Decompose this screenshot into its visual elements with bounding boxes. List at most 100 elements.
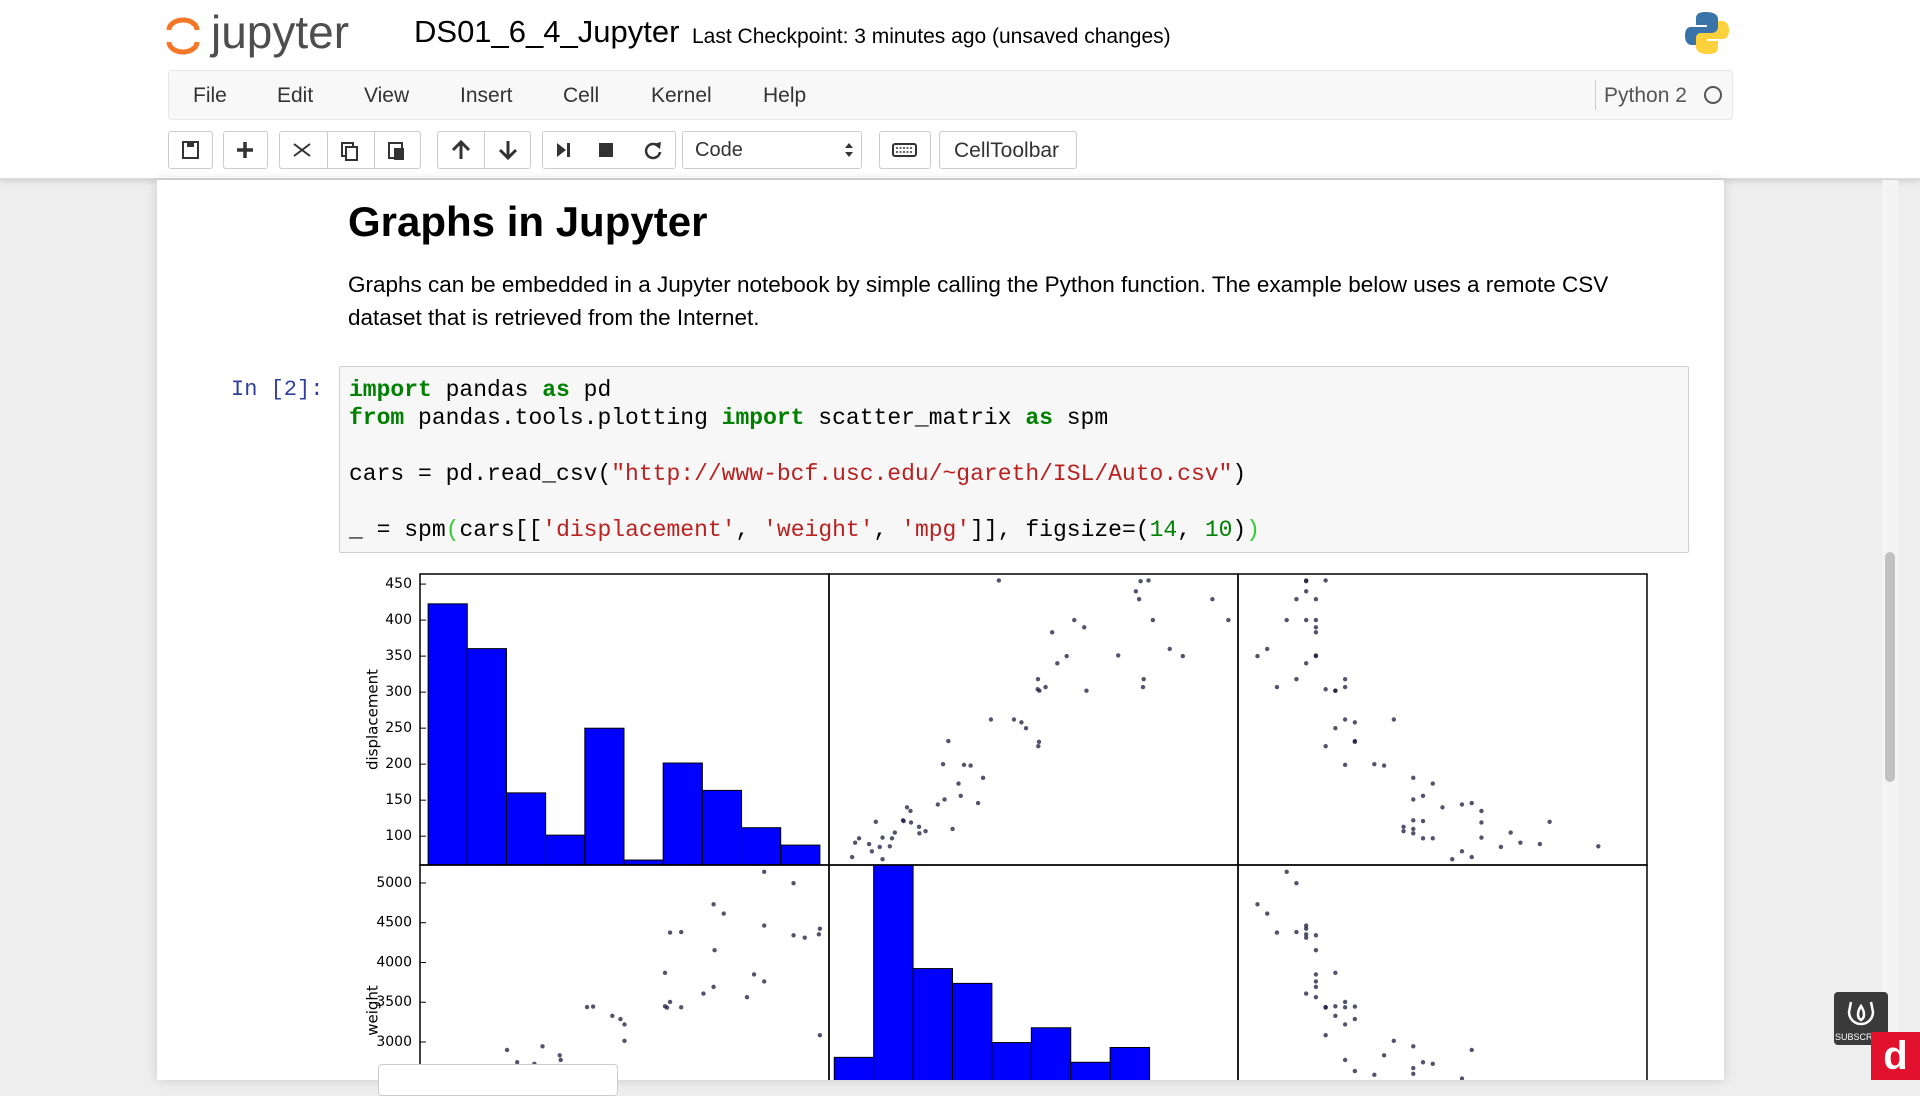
scatter-point [923,828,928,834]
logo-text: jupyter [209,10,349,58]
menu-item[interactable]: Kernel [651,84,712,107]
panel-frame [828,573,1239,866]
scatter-point [1265,646,1270,652]
icon [557,142,662,160]
code-token: pandas [431,377,543,403]
scatter-point [1459,1076,1465,1080]
scatter-point [1084,688,1089,693]
code-token: 'weight' [763,517,874,543]
keyboard-button[interactable] [879,131,931,169]
code-token: 14 [1149,517,1178,543]
scrollbar-thumb[interactable] [1885,552,1895,782]
code-token: , [1177,517,1205,543]
scatter-point [1547,819,1552,824]
scatter-point [1411,818,1416,823]
scatter-point [935,802,941,807]
code-token: pandas.tools.plotting [404,405,722,431]
y-tick-label: 350 [385,648,412,664]
scrollbar[interactable] [1882,180,1898,1080]
run-buttons[interactable] [542,131,676,169]
scatter-point [751,972,757,977]
scatter-point [540,1044,545,1049]
scatter-point [1072,617,1077,623]
y-tick-label: 250 [385,720,412,736]
scatter-point [1303,578,1309,583]
separator [1595,80,1596,110]
logo: jupyter [166,10,349,58]
scatter-point [1518,840,1523,845]
scatter-point [1043,684,1048,690]
icon-shape [498,141,518,161]
scatter-point [1255,902,1260,907]
scatter-point [1469,800,1474,806]
scatter-point [1133,589,1139,594]
panel [468,869,823,1080]
scatter-point [678,1005,684,1010]
save-button[interactable] [168,131,213,169]
scatter-point [678,929,684,935]
insert-button[interactable] [223,131,268,169]
scatter-point [1352,1068,1358,1074]
notebook-name[interactable]: DS01_6_4_Jupyter [414,14,680,49]
histogram-bar [833,1056,875,1080]
scatter-point [1116,653,1121,658]
scatter-point [1303,589,1309,594]
panel [1255,578,1601,862]
scatter-point [1342,999,1348,1005]
panel [833,865,1151,1080]
histogram-bar [873,865,914,1080]
icon-shape [653,142,661,149]
cell-type-select[interactable]: Code [682,131,862,169]
scatter-point [662,1004,668,1009]
scatter-point [980,775,986,781]
menu-item[interactable]: View [364,84,410,107]
menubar [168,70,1733,120]
move-buttons[interactable] [437,131,531,169]
scatter-point [1303,991,1309,996]
scatter-point [1323,578,1328,583]
scatter-point [1459,849,1465,854]
separator [484,132,485,168]
code-token: ]], figsize=( [970,517,1150,543]
scatter-point [622,1022,627,1027]
menu-item[interactable]: Cell [563,84,600,107]
scatter-point [610,1013,615,1019]
icon-shape [187,142,194,147]
scatter-point [866,841,872,847]
menu-item[interactable]: Insert [460,84,513,107]
code: import pandas as pd from pandas.tools.plo… [349,376,1260,544]
menu-item[interactable]: Edit [277,84,314,107]
scatter-point [996,578,1002,583]
scatter-point [1146,578,1151,583]
scatter-point [869,849,875,854]
scatter-point [1342,684,1348,690]
y-tick-label: 400 [385,612,412,628]
scatter-point [1313,653,1319,658]
celltoolbar-button[interactable]: CellToolbar [939,131,1077,169]
code-cell[interactable] [339,366,1689,553]
edit-buttons[interactable] [279,131,421,169]
scatter-point [1342,676,1348,682]
histogram-bar [701,789,743,865]
scatter-point [1284,617,1289,623]
code-token: ) [1246,517,1261,543]
scatter-point [701,991,706,996]
scatter-point [1265,911,1270,916]
scatter-point [1136,597,1142,602]
code-token: 10 [1204,517,1233,543]
python-logo [1685,12,1729,54]
code-line: cars = pd.read_csv("http://www-bcf.usc.e… [349,460,1260,488]
code-token: 'mpg' [901,517,971,543]
code-token: cars[[ [459,517,543,543]
menu-item[interactable]: Help [763,84,807,107]
icon [1847,1001,1875,1026]
scatter-point [1401,824,1406,830]
scatter-point [744,995,750,1000]
scatter-point [711,902,716,907]
menu-item[interactable]: File [193,84,227,107]
scatter-point [721,911,726,916]
panel [1255,869,1474,1080]
logo-arc [166,41,200,55]
scatter-point [1342,717,1348,722]
scatter-point [916,824,922,830]
